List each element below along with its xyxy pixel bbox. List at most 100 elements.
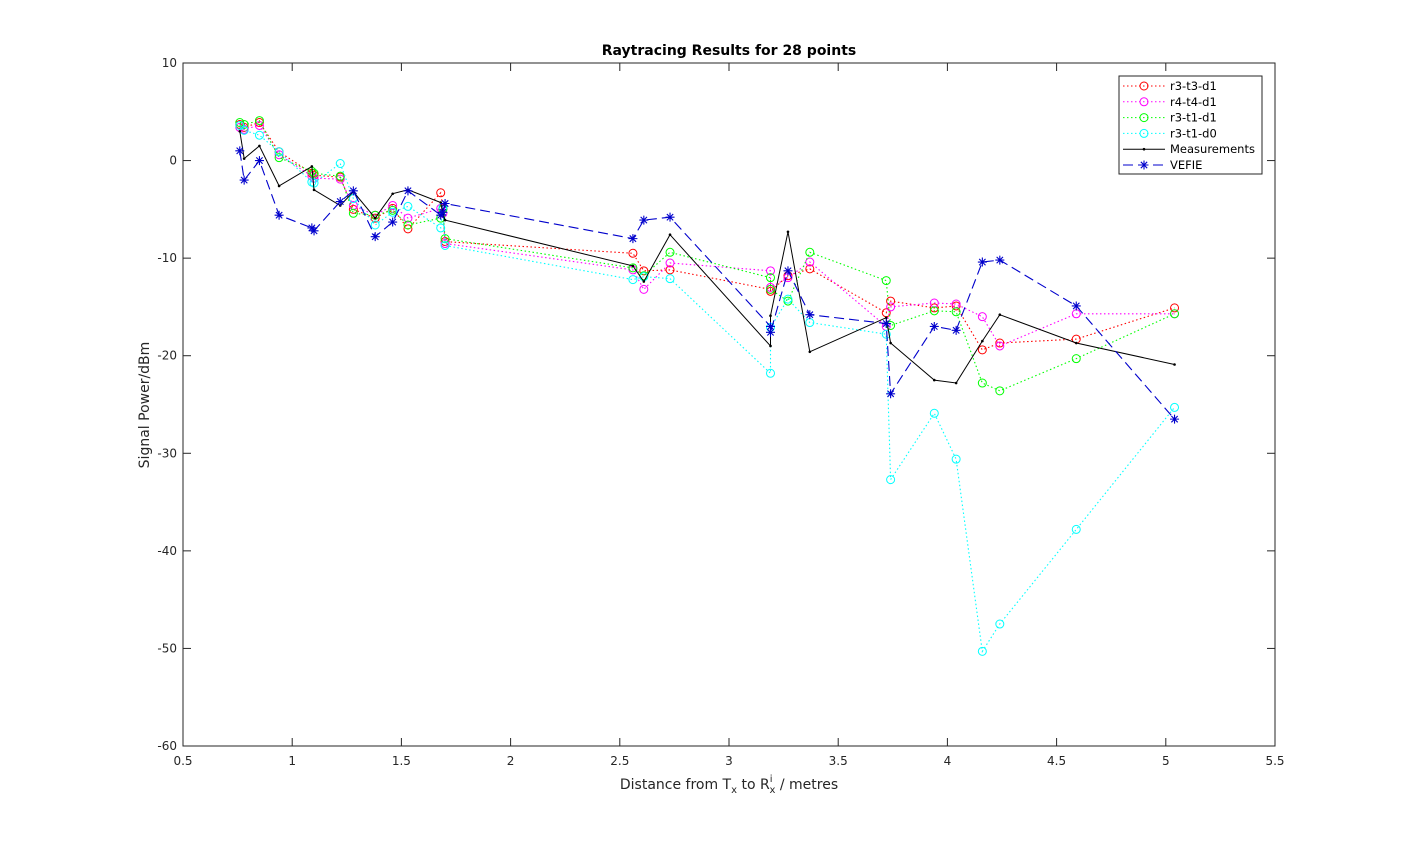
data-point-r3-t3-d1 xyxy=(977,345,987,355)
data-point-vefie xyxy=(239,175,249,185)
data-point-r3-t1-d1 xyxy=(805,247,815,257)
data-point-r3-t1-d1 xyxy=(1170,309,1180,319)
data-point-measurements xyxy=(889,341,892,345)
data-point-r3-t1-d1 xyxy=(254,116,264,126)
data-point-r3-t1-d0 xyxy=(335,158,345,168)
x-tick-label: 1 xyxy=(288,754,296,768)
data-point-vefie xyxy=(403,186,413,196)
data-point-vefie xyxy=(1071,301,1081,311)
series-vefie xyxy=(235,146,1180,424)
data-point-vefie xyxy=(438,207,448,217)
x-tick-label: 0.5 xyxy=(173,754,192,768)
data-point-r3-t1-d0 xyxy=(388,207,398,217)
data-point-r3-t1-d1 xyxy=(239,119,249,129)
data-point-r3-t1-d0 xyxy=(370,220,380,230)
data-point-vefie xyxy=(370,232,380,242)
data-point-r3-t3-d1 xyxy=(436,188,446,198)
legend-marker-measurements xyxy=(1142,147,1146,151)
x-tick-label: 3 xyxy=(725,754,733,768)
y-axis-label: Signal Power/dBm xyxy=(137,342,153,469)
data-point-measurements xyxy=(769,314,772,318)
data-point-r3-t1-d0 xyxy=(951,454,961,464)
data-point-r3-t3-d1 xyxy=(370,213,380,223)
data-point-measurements xyxy=(242,157,246,160)
x-tick-label: 3.5 xyxy=(829,754,848,768)
data-point-r3-t1-d1 xyxy=(929,306,939,316)
data-point-vefie xyxy=(765,321,775,331)
data-point-r4-t4-d1 xyxy=(335,174,345,184)
data-point-vefie xyxy=(628,234,638,244)
data-point-measurements xyxy=(238,130,242,133)
x-axis-label-mid: to R xyxy=(737,777,770,793)
data-point-measurements xyxy=(954,381,958,385)
data-point-measurements xyxy=(998,313,1002,317)
data-point-vefie xyxy=(783,266,793,276)
data-point-r4-t4-d1 xyxy=(403,213,413,223)
series-line-r3-t1-d1 xyxy=(239,119,1175,392)
x-tick-label: 2.5 xyxy=(610,754,629,768)
data-point-r3-t1-d1 xyxy=(995,386,1005,396)
y-tick-label: -20 xyxy=(157,349,177,363)
data-point-r3-t1-d0 xyxy=(765,368,775,378)
legend-marker-r4-t4-d1 xyxy=(1139,97,1149,107)
y-axis: 10 0 -10 -20 -30 -40 -50 -60 xyxy=(157,56,1275,753)
chart-title: Raytracing Results for 28 points xyxy=(602,43,856,59)
series-line-r3-t1-d0 xyxy=(239,125,1175,653)
data-point-r4-t4-d1 xyxy=(995,341,1005,351)
data-point-measurements xyxy=(668,233,672,237)
x-axis-label-tx-subscript: x xyxy=(731,785,737,796)
data-point-measurements xyxy=(312,188,316,192)
data-point-r3-t1-d1 xyxy=(274,153,284,163)
legend-label-r3-t3-d1: r3-t3-d1 xyxy=(1170,79,1217,93)
legend-marker-r3-t1-d0 xyxy=(1139,128,1149,138)
x-tick-label: 4.5 xyxy=(1047,754,1066,768)
data-point-r3-t3-d1 xyxy=(403,224,413,234)
y-tick-label: -30 xyxy=(157,446,177,460)
data-point-r3-t1-d1 xyxy=(348,208,358,218)
data-point-r3-t3-d1 xyxy=(628,248,638,258)
legend-label-r3-t1-d1: r3-t1-d1 xyxy=(1170,111,1217,125)
data-point-measurements xyxy=(981,339,984,343)
data-point-r4-t4-d1 xyxy=(805,257,815,267)
data-point-measurements xyxy=(631,264,635,268)
data-point-r4-t4-d1 xyxy=(765,266,775,276)
x-tick-label: 4 xyxy=(944,754,952,768)
data-point-r4-t4-d1 xyxy=(886,302,896,312)
x-axis-label: Distance from Tx to Ri x / metres xyxy=(620,774,838,796)
data-point-measurements xyxy=(373,216,377,220)
data-point-measurements xyxy=(642,280,646,283)
data-point-r3-t1-d1 xyxy=(235,118,245,128)
data-point-r4-t4-d1 xyxy=(307,171,317,181)
data-point-vefie xyxy=(388,217,398,227)
data-point-r3-t1-d0 xyxy=(783,294,793,304)
data-point-vefie xyxy=(335,197,345,207)
data-point-r3-t1-d1 xyxy=(335,171,345,181)
data-point-r3-t1-d1 xyxy=(628,263,638,273)
data-point-measurements xyxy=(277,184,281,188)
data-point-r3-t1-d0 xyxy=(886,475,896,485)
data-point-vefie xyxy=(665,212,675,222)
data-point-r3-t1-d0 xyxy=(1071,524,1081,534)
data-point-r3-t1-d0 xyxy=(440,240,450,250)
data-point-vefie xyxy=(995,255,1005,265)
data-point-r3-t3-d1 xyxy=(995,338,1005,348)
data-point-r4-t4-d1 xyxy=(639,284,649,294)
data-point-r3-t3-d1 xyxy=(805,264,815,274)
data-point-r4-t4-d1 xyxy=(665,258,675,268)
y-tick-label: -50 xyxy=(157,641,177,655)
data-point-vefie xyxy=(765,327,775,337)
data-point-vefie xyxy=(440,199,450,209)
series-layer xyxy=(235,116,1180,656)
legend-label-r4-t4-d1: r4-t4-d1 xyxy=(1170,95,1217,109)
x-axis-label-rx-superscript: i xyxy=(770,774,773,785)
y-tick-label: -10 xyxy=(157,251,177,265)
data-point-measurements xyxy=(932,378,936,382)
data-point-r3-t3-d1 xyxy=(886,296,896,306)
y-tick-label: -40 xyxy=(157,544,177,558)
data-point-vefie xyxy=(309,226,319,236)
data-point-r3-t1-d1 xyxy=(765,273,775,283)
data-point-measurements xyxy=(769,344,772,348)
